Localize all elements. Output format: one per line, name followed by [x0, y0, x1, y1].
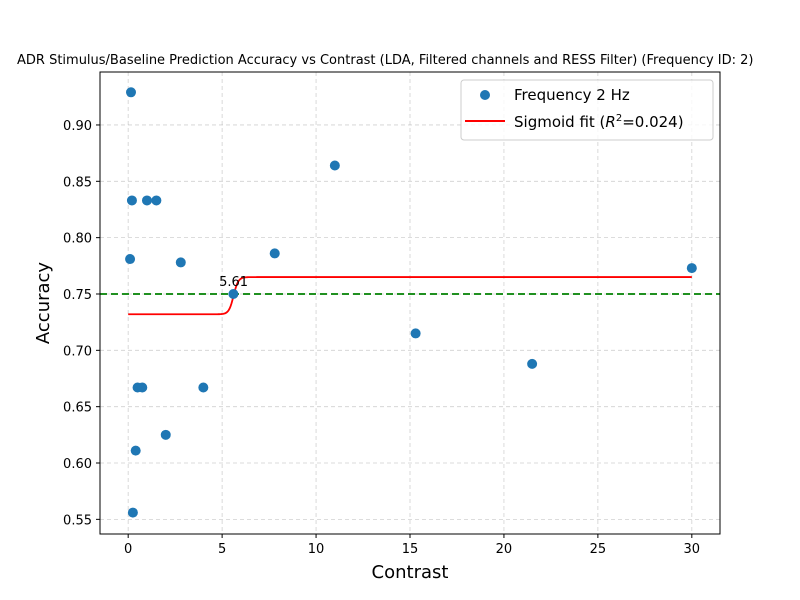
x-axis-label: Contrast: [372, 562, 449, 583]
data-point: [151, 195, 162, 206]
legend-label-sigmoid: Sigmoid fit (R2=0.024): [514, 113, 684, 131]
data-point: [127, 507, 138, 518]
y-tick-label: 0.75: [63, 288, 92, 303]
sigmoid-fit-layer: [128, 276, 692, 316]
x-tick-label: 20: [496, 542, 513, 557]
data-point: [410, 328, 421, 339]
x-tick-label: 5: [218, 542, 226, 557]
scatter-points: [125, 87, 697, 518]
x-tick-label: 0: [124, 542, 132, 557]
data-point: [126, 195, 137, 206]
annotations: 5.61: [219, 275, 248, 290]
data-point: [141, 195, 152, 206]
y-tick-label: 0.70: [63, 344, 92, 359]
x-tick-label: 25: [590, 542, 607, 557]
midpoint-annotation: 5.61: [219, 275, 248, 290]
axis-ticks: 0 5 10 15 20 25 30 0.55 0.60 0.65 0.70 0.75 0.80 0.85…: [63, 119, 700, 557]
legend-marker-frequency: [480, 90, 490, 100]
y-axis-label: Accuracy: [33, 262, 54, 345]
y-tick-label: 0.55: [63, 513, 92, 528]
data-point: [160, 429, 171, 440]
data-point: [175, 257, 186, 268]
data-point: [269, 248, 280, 259]
y-tick-label: 0.80: [63, 232, 92, 247]
grid: [100, 72, 720, 534]
legend-box: [460, 79, 714, 141]
data-point: [130, 445, 141, 456]
y-tick-label: 0.90: [63, 119, 92, 134]
data-point: [527, 358, 538, 369]
data-point: [198, 382, 209, 393]
chart-title: ADR Stimulus/Baseline Prediction Accurac…: [17, 53, 754, 68]
x-tick-label: 10: [308, 542, 325, 557]
y-tick-label: 0.85: [63, 175, 92, 190]
legend-label-frequency: Frequency 2 Hz: [514, 86, 630, 104]
legend: Frequency 2 Hz Sigmoid fit (R2=0.024): [460, 79, 714, 141]
data-point: [126, 87, 136, 98]
data-point: [686, 263, 697, 274]
y-tick-label: 0.60: [63, 457, 92, 472]
x-tick-label: 15: [402, 542, 419, 557]
data-point: [125, 254, 136, 265]
data-point: [137, 382, 148, 393]
x-tick-label: 30: [684, 542, 701, 557]
data-point: [228, 288, 239, 299]
sigmoid-fit-line: [128, 276, 692, 316]
y-tick-label: 0.65: [63, 401, 92, 416]
data-point: [329, 160, 340, 171]
